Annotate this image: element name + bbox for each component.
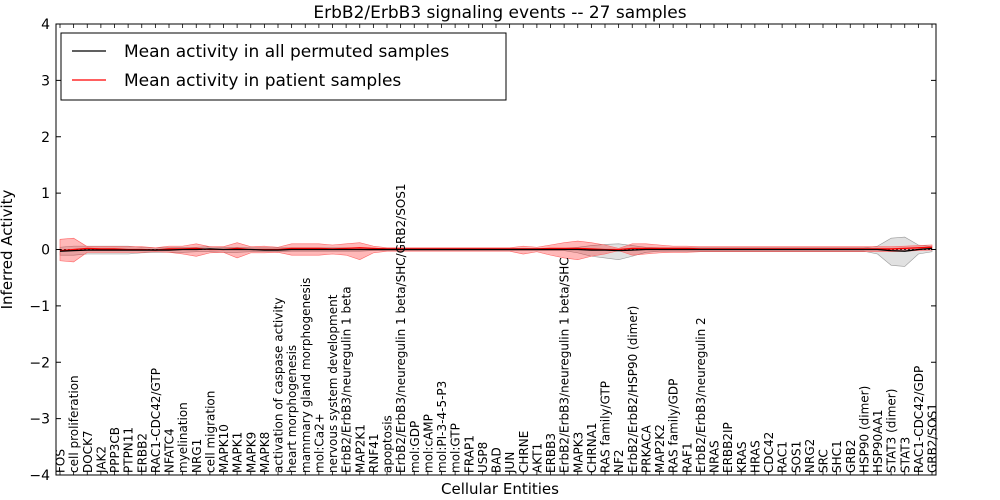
x-tick-label: BAD: [490, 447, 504, 473]
x-tick-label: ErbB2/ErbB2/HSP90 (dimer): [626, 306, 640, 473]
x-tick-label: mol:Ca2+: [312, 413, 326, 473]
legend: Mean activity in all permuted samples Mea…: [60, 32, 507, 101]
x-tick-label: PPP3CB: [108, 427, 122, 473]
x-tick-label: AKT1: [530, 443, 544, 473]
chart-title: ErbB2/ErbB3 signaling events -- 27 sampl…: [313, 3, 686, 23]
x-tick-label: RAS family/GTP: [599, 381, 613, 473]
x-tick-label: STAT3: [898, 437, 912, 473]
x-tick-label: PRKACA: [639, 424, 653, 473]
x-tick-label: KRAS: [735, 441, 749, 473]
x-tick-label: STAT3 (dimer): [885, 389, 899, 473]
y-tick-label: 3: [41, 73, 50, 89]
x-tick-label: ErbB2/ErbB3/neuregulin 1 beta/SHC: [558, 257, 572, 473]
x-tick-label: RAC1-CDC42/GDP: [912, 366, 926, 473]
x-tick-label: nervous system development: [326, 294, 340, 473]
x-tick-label: RAF1: [680, 442, 694, 473]
x-tick-label: CHRNE: [517, 431, 531, 473]
x-tick-label: CHRNA1: [585, 422, 599, 473]
x-tick-label: NF2: [612, 449, 626, 473]
x-tick-label: JAK2: [94, 446, 108, 474]
x-tick-label: MAPK8: [258, 432, 272, 473]
x-tick-label: ErbB2/ErbB3/neuregulin 1 beta: [340, 286, 354, 473]
legend-box: [60, 32, 507, 101]
y-axis-label: Inferred Activity: [0, 189, 16, 309]
x-tick-label: FOS: [54, 449, 68, 473]
x-tick-label: MAPK1: [231, 432, 245, 473]
y-tick-label: 1: [41, 186, 50, 202]
x-tick-label: NRG2: [803, 439, 817, 473]
y-axis: −4 −3 −2 −1 0 1 2 3 4: [29, 17, 936, 484]
y-tick-label: −4: [29, 468, 50, 484]
x-tick-label: NFATC4: [163, 428, 177, 473]
x-tick-label: mol:GDP: [408, 421, 422, 473]
plot-area: [56, 236, 936, 267]
x-tick-label: RAC1-CDC42/GTP: [149, 368, 163, 473]
x-tick-label: JUN: [503, 452, 517, 474]
x-tick-label: NRG1: [190, 439, 204, 473]
x-tick-label: mol:PI-3-4-5-P3: [435, 381, 449, 473]
x-tick-label: PTPN11: [122, 427, 136, 473]
y-tick-label: 2: [41, 130, 50, 146]
x-tick-label: RAC1: [776, 441, 790, 473]
legend-label: Mean activity in patient samples: [124, 71, 401, 91]
x-tick-label: MAP2K1: [353, 424, 367, 473]
y-tick-label: −3: [29, 412, 50, 428]
x-axis: FOS cell proliferation DOCK7 JAK2 PPP3CB PTPN…: [54, 24, 940, 475]
x-tick-label: FRAP1: [462, 435, 476, 473]
x-tick-label: MAPK9: [244, 432, 258, 473]
x-tick-label: MAP2K2: [653, 424, 667, 473]
x-tick-label: MAPK10: [217, 424, 231, 473]
x-tick-label: SRC: [817, 449, 831, 473]
x-tick-label: HSP90 (dimer): [857, 386, 871, 473]
x-tick-label: CDC42: [762, 432, 776, 473]
x-tick-label: MAPK3: [571, 432, 585, 473]
legend-label: Mean activity in all permuted samples: [124, 42, 449, 62]
x-tick-label: mol:cAMP: [421, 414, 435, 473]
x-tick-label: HSP90AA1: [871, 409, 885, 473]
x-tick-label: SOS1: [789, 441, 803, 473]
x-tick-label: RAS family/GDP: [667, 379, 681, 473]
y-tick-label: 4: [41, 17, 50, 33]
x-tick-label: ERBB2: [135, 433, 149, 473]
x-tick-label: SHC1: [830, 440, 844, 473]
y-tick-label: −2: [29, 355, 50, 371]
x-tick-label: ErbB2/ErbB3/neuregulin 2: [694, 317, 708, 473]
x-tick-label: ERBB2IP: [721, 422, 735, 473]
x-axis-label: Cellular Entities: [441, 480, 559, 498]
x-tick-label: cell migration: [203, 391, 217, 473]
x-tick-label: mol:GTP: [449, 423, 463, 473]
series-0-line: [59, 247, 933, 252]
x-tick-label: GRB2: [844, 439, 858, 473]
x-tick-label: cell proliferation: [67, 375, 81, 473]
x-tick-label: ERBB3: [544, 433, 558, 473]
x-tick-label: mammary gland morphogenesis: [299, 278, 313, 473]
x-tick-label: apoptosis: [381, 415, 395, 473]
x-tick-label: HRAS: [748, 440, 762, 473]
x-tick-label: USP8: [476, 442, 490, 473]
x-tick-label: GRB2/SOS1: [926, 403, 940, 473]
x-tick-label: ErbB2/ErbB3/neuregulin 1 beta/SHC/GRB2/S…: [394, 183, 408, 473]
x-tick-label: myelination: [176, 402, 190, 473]
y-tick-label: −1: [29, 299, 50, 315]
x-tick-label: activation of caspase activity: [272, 298, 286, 473]
x-tick-label: heart morphogenesis: [285, 345, 299, 473]
x-tick-label: DOCK7: [81, 430, 95, 473]
y-tick-label: 0: [41, 243, 50, 259]
x-tick-label: NRAS: [708, 440, 722, 473]
x-tick-label: RNF41: [367, 434, 381, 474]
